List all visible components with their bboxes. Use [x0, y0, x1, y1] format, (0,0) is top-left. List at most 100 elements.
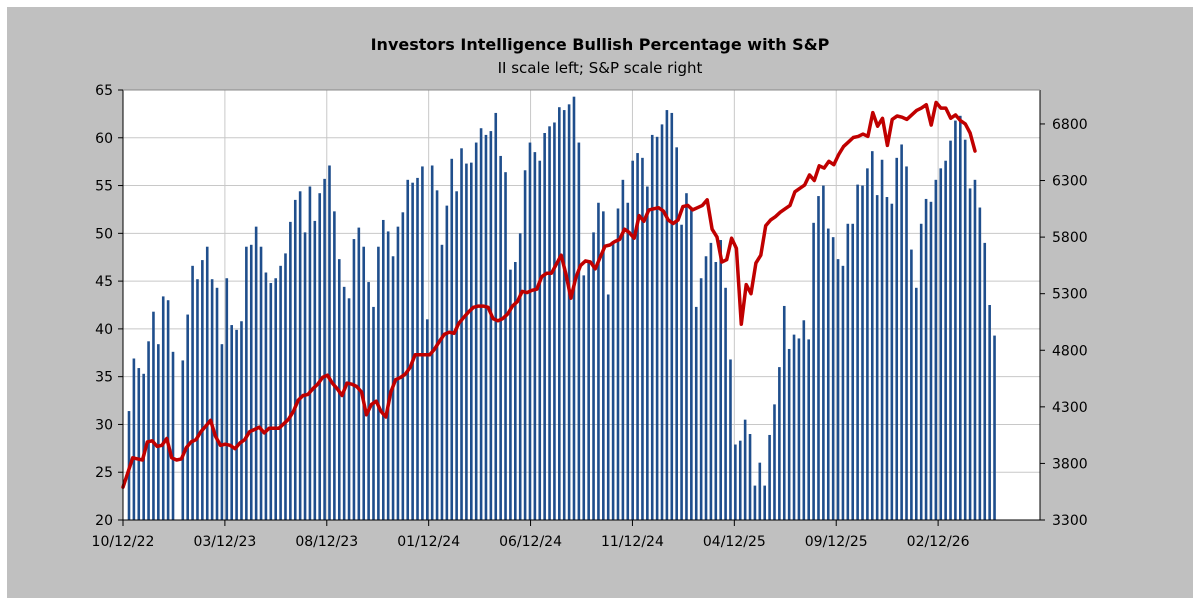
bar	[782, 305, 786, 520]
bar	[870, 151, 874, 520]
bar	[450, 158, 454, 521]
bar	[137, 368, 141, 520]
bar	[699, 278, 703, 520]
bar	[748, 434, 752, 520]
bar	[802, 320, 806, 520]
bar	[807, 339, 811, 520]
y-left-tick-label: 65	[95, 83, 113, 99]
y-right-tick-label: 4300	[1052, 400, 1088, 416]
bar	[308, 186, 312, 520]
bar	[548, 126, 551, 521]
bar	[856, 184, 859, 520]
bar	[347, 298, 351, 520]
bar	[631, 160, 634, 520]
axes: 20 25 30 35 40 45 50 55 60 65 3300 3800 4300 4800 5300…	[92, 83, 1088, 550]
bar	[406, 179, 410, 521]
bar	[905, 166, 908, 520]
bar	[303, 232, 307, 520]
bar	[440, 244, 444, 521]
bar	[577, 142, 581, 521]
bar	[597, 202, 600, 520]
bar	[866, 168, 869, 520]
y-left-tick-label: 20	[95, 513, 113, 529]
bar	[259, 246, 263, 520]
chart-title: Investors Intelligence Bullish Percentag…	[371, 35, 830, 54]
y-left-tick-label: 50	[95, 226, 113, 242]
x-tick-label: 03/12/23	[193, 534, 256, 550]
y-left-tick-label: 40	[95, 322, 113, 338]
y-right-tick-label: 5300	[1052, 287, 1088, 303]
bar	[836, 259, 840, 520]
x-tick-label: 11/12/24	[601, 534, 664, 550]
bar	[220, 344, 224, 520]
bar	[357, 227, 361, 520]
bar	[494, 112, 498, 520]
bar	[225, 278, 229, 520]
bar	[289, 221, 292, 520]
bar	[298, 191, 302, 521]
bar	[132, 358, 136, 520]
bar	[910, 249, 913, 521]
bar	[724, 287, 727, 520]
bar	[924, 198, 928, 520]
bar	[650, 134, 654, 520]
bar	[367, 282, 370, 520]
bar	[753, 485, 757, 520]
bar	[411, 182, 414, 520]
bar	[582, 275, 586, 520]
bar	[215, 287, 219, 520]
bar	[465, 163, 468, 521]
y-left-tick-label: 45	[95, 274, 113, 290]
bar	[245, 246, 248, 520]
bar	[978, 207, 982, 521]
bar	[983, 242, 987, 520]
bar	[675, 147, 678, 521]
bar	[445, 205, 449, 520]
bar	[919, 223, 923, 520]
bar	[900, 144, 903, 520]
x-tick-label: 01/12/24	[397, 534, 460, 550]
bar	[455, 191, 458, 521]
sp-line	[121, 100, 977, 489]
bar	[792, 334, 796, 520]
x-tick-label: 10/12/22	[92, 534, 155, 550]
bar	[362, 246, 366, 520]
bar	[968, 188, 972, 520]
bar	[386, 231, 390, 520]
bar	[147, 341, 150, 520]
bar	[470, 162, 473, 520]
bar	[352, 239, 356, 521]
bar	[680, 224, 683, 520]
x-tick-label: 04/12/25	[703, 534, 766, 550]
bar	[934, 179, 938, 521]
bar	[157, 344, 160, 520]
bar	[181, 360, 185, 520]
y-left-tick-label: 25	[95, 465, 113, 481]
bar	[993, 335, 996, 520]
bar	[313, 220, 317, 520]
bar	[269, 283, 273, 520]
bar	[592, 232, 595, 520]
bar	[396, 226, 400, 520]
bar	[587, 262, 590, 520]
bar	[773, 404, 776, 520]
bar	[553, 122, 556, 520]
bar	[240, 321, 243, 520]
bar	[611, 240, 615, 520]
bar	[161, 296, 165, 520]
bar	[880, 159, 884, 520]
bar	[817, 196, 820, 521]
bar	[142, 373, 145, 520]
bar	[562, 110, 566, 521]
bar	[787, 348, 791, 520]
bar	[729, 359, 732, 520]
bar	[890, 203, 894, 520]
bar	[743, 419, 747, 520]
y-right-tick-label: 4800	[1052, 343, 1088, 359]
bar	[641, 157, 644, 520]
y-right-tick-label: 6300	[1052, 174, 1088, 190]
bar	[249, 244, 253, 521]
bar	[826, 228, 830, 521]
bar	[538, 160, 542, 520]
